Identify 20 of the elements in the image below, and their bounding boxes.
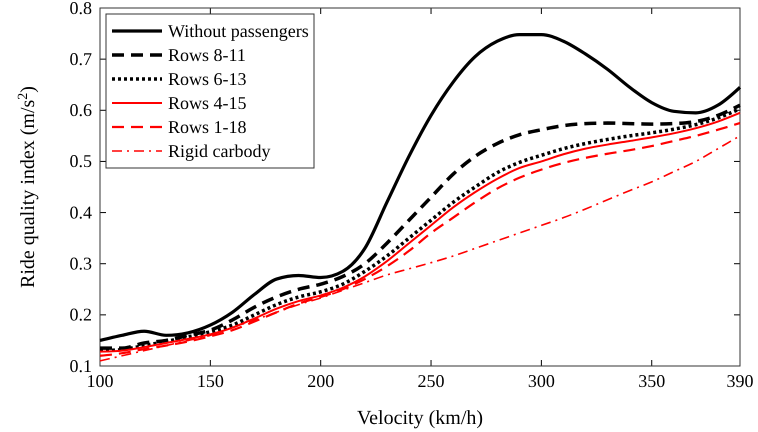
y-tick-label: 0.7 [70,48,92,69]
y-tick-label: 0.6 [70,100,92,120]
x-tick-label: 350 [638,370,666,391]
legend-label: Rows 4-15 [168,93,247,113]
legend-label: Rows 1-18 [168,117,247,137]
y-tick-label: 0.2 [70,304,92,325]
x-tick-label: 150 [196,370,224,391]
y-tick-label: 0.3 [70,253,92,274]
legend-label: Rows 8-11 [168,45,246,65]
y-tick-label: 0.5 [70,151,92,172]
legend-label: Rigid carbody [168,141,270,161]
y-tick-label: 0.4 [70,202,92,222]
x-tick-label: 300 [528,370,555,391]
legend-label: Rows 6-13 [168,69,247,89]
x-tick-label: 200 [307,370,334,391]
x-tick-label: 390 [726,370,754,391]
x-tick-label: 250 [418,370,445,391]
x-axis-title: Velocity (km/h) [356,407,484,429]
y-tick-label: 0.8 [70,0,92,18]
legend-label: Without passengers [168,21,309,41]
